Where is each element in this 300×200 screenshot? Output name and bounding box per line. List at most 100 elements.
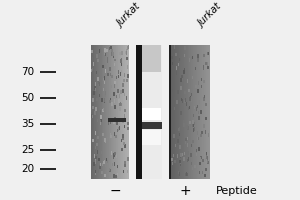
FancyBboxPatch shape: [94, 45, 95, 179]
FancyBboxPatch shape: [197, 54, 199, 58]
FancyBboxPatch shape: [118, 126, 120, 130]
FancyBboxPatch shape: [98, 81, 99, 84]
FancyBboxPatch shape: [193, 123, 194, 127]
FancyBboxPatch shape: [189, 106, 190, 109]
FancyBboxPatch shape: [98, 170, 99, 173]
FancyBboxPatch shape: [115, 45, 116, 179]
FancyBboxPatch shape: [197, 89, 199, 93]
FancyBboxPatch shape: [173, 134, 175, 138]
FancyBboxPatch shape: [104, 99, 105, 103]
FancyBboxPatch shape: [183, 157, 185, 161]
FancyBboxPatch shape: [109, 47, 110, 50]
FancyBboxPatch shape: [92, 106, 94, 109]
FancyBboxPatch shape: [128, 45, 129, 49]
FancyBboxPatch shape: [109, 100, 111, 103]
FancyBboxPatch shape: [171, 45, 172, 179]
FancyBboxPatch shape: [198, 147, 200, 151]
FancyBboxPatch shape: [184, 54, 185, 57]
FancyBboxPatch shape: [97, 45, 98, 179]
Text: 35: 35: [21, 119, 34, 129]
FancyBboxPatch shape: [198, 100, 200, 104]
FancyBboxPatch shape: [189, 121, 191, 124]
FancyBboxPatch shape: [187, 143, 188, 147]
FancyBboxPatch shape: [121, 51, 123, 55]
FancyBboxPatch shape: [122, 119, 124, 123]
FancyBboxPatch shape: [193, 123, 194, 127]
FancyBboxPatch shape: [99, 45, 100, 179]
FancyBboxPatch shape: [93, 162, 94, 166]
FancyBboxPatch shape: [197, 58, 199, 62]
FancyBboxPatch shape: [100, 163, 101, 167]
FancyBboxPatch shape: [96, 137, 97, 141]
FancyBboxPatch shape: [174, 160, 176, 163]
FancyBboxPatch shape: [193, 128, 194, 132]
FancyBboxPatch shape: [120, 90, 122, 94]
FancyBboxPatch shape: [205, 168, 206, 171]
FancyBboxPatch shape: [110, 45, 111, 179]
FancyBboxPatch shape: [199, 45, 200, 179]
FancyBboxPatch shape: [106, 137, 108, 141]
FancyBboxPatch shape: [208, 45, 209, 179]
FancyBboxPatch shape: [115, 175, 117, 178]
FancyBboxPatch shape: [121, 70, 122, 73]
FancyBboxPatch shape: [186, 102, 187, 106]
FancyBboxPatch shape: [195, 67, 196, 70]
FancyBboxPatch shape: [188, 45, 189, 179]
FancyBboxPatch shape: [184, 68, 185, 72]
FancyBboxPatch shape: [127, 45, 128, 179]
FancyBboxPatch shape: [92, 45, 93, 179]
FancyBboxPatch shape: [101, 98, 103, 102]
FancyBboxPatch shape: [106, 45, 107, 179]
FancyBboxPatch shape: [205, 62, 206, 65]
FancyBboxPatch shape: [119, 53, 121, 56]
FancyBboxPatch shape: [113, 121, 115, 124]
FancyBboxPatch shape: [107, 160, 108, 163]
FancyBboxPatch shape: [189, 45, 190, 179]
FancyBboxPatch shape: [179, 58, 181, 61]
FancyBboxPatch shape: [194, 165, 196, 168]
FancyBboxPatch shape: [118, 94, 120, 98]
FancyBboxPatch shape: [173, 45, 174, 179]
FancyBboxPatch shape: [118, 45, 119, 179]
FancyBboxPatch shape: [114, 105, 116, 109]
FancyBboxPatch shape: [185, 138, 187, 141]
FancyBboxPatch shape: [114, 84, 116, 88]
FancyBboxPatch shape: [182, 153, 183, 156]
FancyBboxPatch shape: [192, 56, 194, 59]
Text: Jurkat: Jurkat: [196, 2, 223, 29]
FancyBboxPatch shape: [171, 158, 173, 161]
FancyBboxPatch shape: [197, 55, 198, 58]
FancyBboxPatch shape: [109, 45, 110, 179]
FancyBboxPatch shape: [97, 119, 98, 122]
FancyBboxPatch shape: [102, 109, 104, 112]
FancyBboxPatch shape: [188, 89, 190, 92]
FancyBboxPatch shape: [94, 154, 95, 158]
FancyBboxPatch shape: [124, 93, 125, 96]
FancyBboxPatch shape: [110, 45, 112, 179]
FancyBboxPatch shape: [100, 122, 101, 125]
FancyBboxPatch shape: [104, 45, 105, 179]
FancyBboxPatch shape: [203, 54, 205, 57]
FancyBboxPatch shape: [174, 107, 175, 110]
FancyBboxPatch shape: [197, 131, 198, 135]
FancyBboxPatch shape: [175, 45, 176, 179]
FancyBboxPatch shape: [124, 144, 126, 148]
FancyBboxPatch shape: [102, 65, 104, 68]
FancyBboxPatch shape: [111, 45, 112, 179]
FancyBboxPatch shape: [185, 140, 186, 144]
FancyBboxPatch shape: [101, 151, 102, 154]
FancyBboxPatch shape: [123, 45, 124, 179]
FancyBboxPatch shape: [142, 122, 162, 129]
FancyBboxPatch shape: [113, 55, 114, 58]
FancyBboxPatch shape: [127, 46, 128, 50]
FancyBboxPatch shape: [110, 135, 112, 138]
FancyBboxPatch shape: [174, 97, 176, 100]
FancyBboxPatch shape: [202, 45, 203, 179]
FancyBboxPatch shape: [194, 127, 195, 131]
FancyBboxPatch shape: [187, 137, 188, 140]
FancyBboxPatch shape: [180, 161, 181, 164]
FancyBboxPatch shape: [117, 173, 118, 176]
FancyBboxPatch shape: [103, 98, 105, 102]
FancyBboxPatch shape: [124, 109, 126, 112]
FancyBboxPatch shape: [95, 157, 96, 160]
